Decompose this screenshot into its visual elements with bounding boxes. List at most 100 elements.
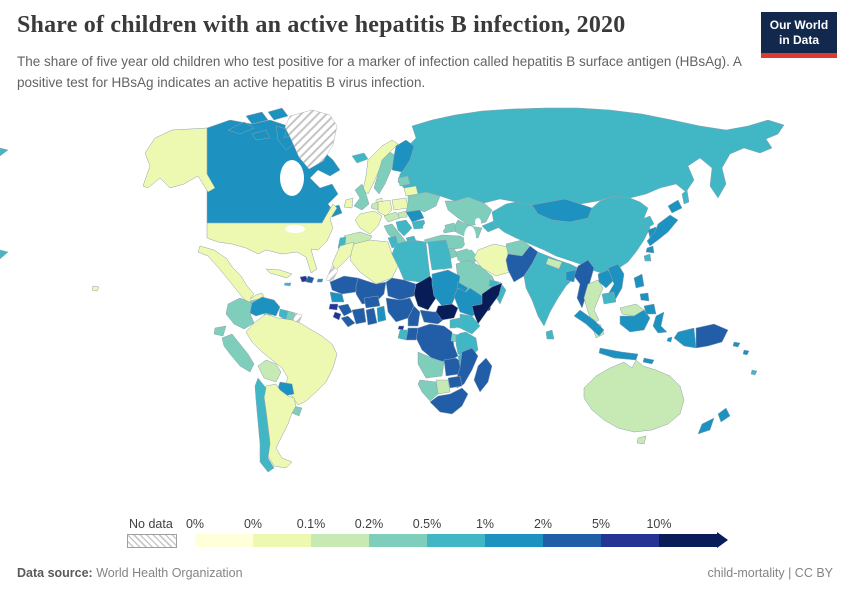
region-solomon-islands[interactable]: Solomon Islands (732, 341, 750, 356)
region-ivory-coast[interactable]: Cote d'Ivoire (351, 307, 367, 325)
region-australia[interactable]: Australia (583, 359, 685, 433)
region-egypt[interactable]: Egypt (427, 239, 453, 271)
region-senegal[interactable]: Senegal (329, 291, 345, 303)
lake (280, 160, 304, 196)
region-guinea[interactable]: Guinea (337, 303, 353, 317)
region-south-sudan[interactable]: South Sudan (435, 303, 459, 321)
region-niger[interactable]: Niger (385, 277, 417, 301)
region-finland[interactable]: Finland (391, 139, 415, 173)
legend-tick-8: 10% (646, 517, 672, 531)
region-thailand[interactable]: Thailand (583, 279, 604, 325)
region-peru[interactable]: Peru (221, 333, 255, 373)
footer-datasource: Data source: World Health Organization (17, 566, 243, 580)
region-philippines[interactable]: Philippines (633, 273, 657, 315)
region-taiwan[interactable]: Taiwan (643, 253, 652, 262)
owid-logo[interactable]: Our World in Data (761, 12, 837, 58)
region-cameroon[interactable]: Cameroon (407, 305, 421, 327)
region-zimbabwe[interactable]: Zimbabwe (447, 375, 463, 389)
region-mongolia[interactable]: Mongolia (531, 198, 593, 223)
lake (453, 327, 461, 335)
region-usa[interactable]: United States (91, 127, 338, 292)
legend-no-data-swatch[interactable] (127, 534, 177, 548)
legend-bin-3[interactable] (369, 534, 427, 547)
region-canada[interactable]: Canada (206, 107, 343, 224)
region-sri-lanka[interactable]: Sri Lanka (545, 329, 555, 340)
region-kazakhstan[interactable]: Kazakhstan (444, 196, 493, 227)
legend-arrow (717, 532, 728, 548)
legend-bin-7[interactable] (601, 534, 659, 547)
region-greenland[interactable]: Greenland (284, 109, 338, 170)
region-cuba[interactable]: Cuba (265, 268, 293, 279)
region-fiji[interactable]: Fiji (750, 369, 758, 376)
region-ukraine[interactable]: Ukraine (405, 191, 441, 213)
region-russia[interactable]: Russia (0, 107, 785, 260)
region-belarus[interactable]: Belarus (403, 185, 419, 197)
region-bolivia[interactable]: Bolivia (257, 359, 282, 383)
region-cambodia[interactable]: Cambodia (601, 291, 617, 305)
region-burkina-faso[interactable]: Burkina Faso (363, 295, 381, 309)
legend-bin-1[interactable] (253, 534, 311, 547)
region-nepal[interactable]: Nepal (545, 257, 563, 270)
region-brazil[interactable]: Brazil (245, 313, 338, 406)
region-uganda[interactable]: Uganda (449, 317, 463, 329)
region-jamaica[interactable]: Jamaica (283, 282, 292, 287)
region-japan[interactable]: Japan (645, 199, 683, 254)
region-benelux[interactable]: Belgium and Netherlands (370, 201, 379, 211)
region-bangladesh[interactable]: Bangladesh (565, 269, 577, 283)
region-mauritania[interactable]: Mauritania (329, 275, 359, 295)
region-libya[interactable]: Libya (391, 239, 431, 283)
region-ireland[interactable]: Ireland (343, 197, 354, 209)
legend-bin-8[interactable] (659, 534, 717, 547)
region-gabon[interactable]: Gabon (397, 329, 409, 341)
region-morocco[interactable]: Morocco (331, 241, 355, 271)
region-dominican-republic[interactable]: Dominican Republic (305, 275, 315, 284)
region-caucasus[interactable]: Caucasus (441, 222, 457, 234)
lake (285, 225, 305, 233)
region-liberia[interactable]: Liberia (340, 315, 356, 328)
region-sweden[interactable]: Sweden (373, 151, 397, 195)
region-chile[interactable]: Chile (254, 377, 275, 473)
region-mexico[interactable]: Mexico (197, 245, 266, 306)
region-angola[interactable]: Angola (417, 351, 445, 379)
region-india[interactable]: India (523, 251, 579, 327)
region-poland[interactable]: Poland (391, 197, 409, 211)
region-south-africa[interactable]: South Africa (429, 387, 469, 415)
region-france[interactable]: France (354, 210, 383, 235)
region-algeria[interactable]: Algeria (349, 239, 399, 285)
region-new-zealand[interactable]: New Zealand (697, 407, 731, 435)
region-madagascar[interactable]: Madagascar (473, 357, 493, 393)
region-puerto-rico[interactable]: Puerto Rico (316, 278, 324, 283)
region-ghana[interactable]: Ghana (365, 307, 378, 326)
region-botswana[interactable]: Botswana (435, 379, 451, 395)
region-baltics[interactable]: Baltic states (397, 175, 411, 187)
footer-datasource-label: Data source: (17, 566, 93, 580)
region-mozambique[interactable]: Mozambique (455, 347, 479, 389)
region-ecuador[interactable]: Ecuador (213, 325, 227, 337)
region-hungary[interactable]: Hungary (397, 210, 408, 219)
legend-bin-2[interactable] (311, 534, 369, 547)
region-namibia[interactable]: Namibia (417, 379, 439, 402)
region-tasmania[interactable]: Tasmania (636, 435, 647, 445)
legend-bin-5[interactable] (485, 534, 543, 547)
owid-logo-line1: Our World (769, 18, 829, 32)
region-guinea-bissau[interactable]: Guinea-Bissau (328, 303, 339, 311)
region-somalia[interactable]: Somalia (471, 282, 503, 325)
legend-bin-6[interactable] (543, 534, 601, 547)
region-iceland[interactable]: Iceland (351, 152, 369, 164)
region-united-kingdom[interactable]: United Kingdom (353, 183, 370, 211)
legend-bin-0[interactable] (195, 534, 253, 547)
region-balkans[interactable]: Balkans (395, 219, 413, 237)
legend-no-data-label: No data (129, 517, 173, 531)
region-venezuela[interactable]: Venezuela (249, 296, 281, 317)
region-togo-benin[interactable]: Togo and Benin (376, 305, 387, 323)
region-argentina[interactable]: Argentina (263, 383, 297, 469)
region-laos[interactable]: Laos (597, 269, 615, 289)
region-colombia[interactable]: Colombia (225, 297, 255, 330)
region-myanmar[interactable]: Myanmar (573, 259, 595, 309)
region-equatorial-guinea[interactable]: Equatorial Guinea (397, 325, 405, 331)
region-germany[interactable]: Germany (377, 199, 393, 217)
region-sierra-leone[interactable]: Sierra Leone (332, 311, 342, 321)
legend-bin-4[interactable] (427, 534, 485, 547)
region-north-korea[interactable]: North Korea (639, 215, 655, 230)
region-papua-new-guinea[interactable]: Papua New Guinea (695, 323, 729, 349)
